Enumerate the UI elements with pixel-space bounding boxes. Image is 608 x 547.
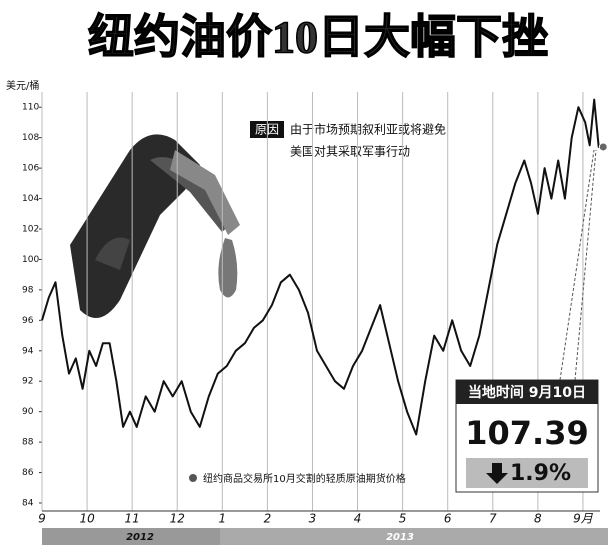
x-tick-label: 12 xyxy=(170,512,185,526)
x-tick-label: 8 xyxy=(534,512,542,526)
callout-change: 1.9% xyxy=(510,461,571,486)
y-tick-label: 88 xyxy=(22,438,34,448)
y-tick-label: 96 xyxy=(22,316,34,326)
annotation-line: 由于市场预期叙利亚或将避免 xyxy=(290,122,446,137)
y-tick-label: 104 xyxy=(22,194,39,204)
y-tick-label: 108 xyxy=(22,133,39,143)
callout-leader xyxy=(574,149,597,381)
x-tick-label: 2 xyxy=(264,512,272,526)
callout-header-bg xyxy=(456,380,598,404)
y-tick-label: 92 xyxy=(22,377,33,387)
y-tick-label: 98 xyxy=(22,285,34,295)
x-tick-label: 9月 xyxy=(573,512,594,526)
legend-dot xyxy=(189,474,197,482)
y-tick-label: 94 xyxy=(22,346,34,356)
x-tick-label: 11 xyxy=(125,512,140,526)
y-axis-label: 美元/桶 xyxy=(6,79,39,92)
x-tick-label: 10 xyxy=(79,512,95,526)
y-tick-label: 86 xyxy=(22,468,34,478)
y-tick-label: 90 xyxy=(22,407,34,417)
callout-leader xyxy=(559,149,595,381)
x-tick-label: 1 xyxy=(218,512,226,526)
y-tick-label: 110 xyxy=(22,103,39,113)
legend-label: 纽约商品交易所10月交割的轻质原油期货价格 xyxy=(203,472,406,485)
down-arrow xyxy=(486,463,508,484)
annotation-line: 美国对其采取军事行动 xyxy=(290,145,410,159)
year-label: 2012 xyxy=(126,532,154,543)
x-tick-label: 6 xyxy=(444,512,452,526)
callout-value: 107.39 xyxy=(465,414,588,452)
x-tick-label: 4 xyxy=(354,512,362,526)
y-tick-label: 102 xyxy=(22,225,39,235)
x-tick-label: 9 xyxy=(38,512,46,526)
year-band xyxy=(220,528,608,545)
x-tick-label: 7 xyxy=(489,512,497,526)
y-tick-label: 84 xyxy=(22,499,34,509)
callout-header: 当地时间 9月10日 xyxy=(468,384,586,401)
end-point xyxy=(598,142,608,152)
x-tick-label: 3 xyxy=(309,512,317,526)
y-tick-label: 106 xyxy=(22,164,39,174)
price-line xyxy=(41,98,604,436)
y-tick-label: 100 xyxy=(22,255,39,265)
year-band xyxy=(42,528,220,545)
x-tick-label: 5 xyxy=(399,512,407,526)
year-label: 2013 xyxy=(386,532,414,543)
chart-title: 纽约油价10日大幅下挫 xyxy=(88,12,548,63)
